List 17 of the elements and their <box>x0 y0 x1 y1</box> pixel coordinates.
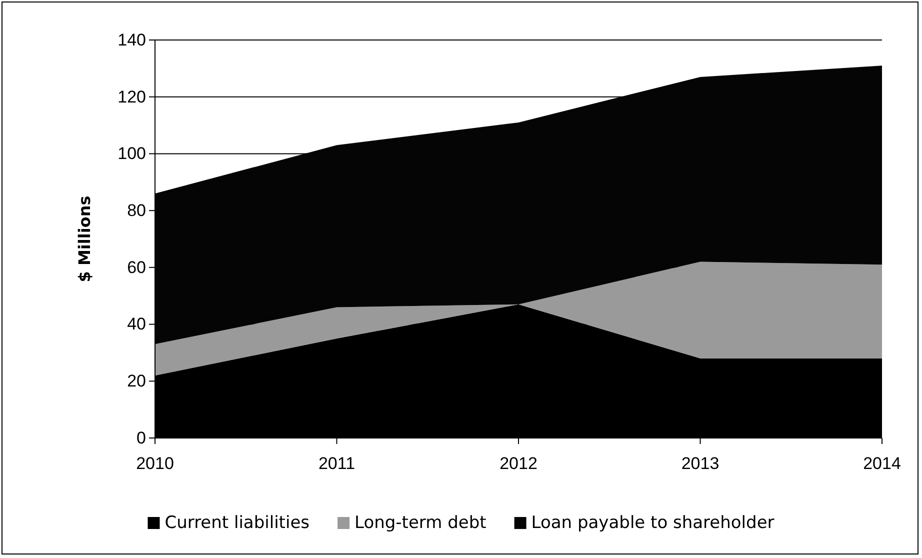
y-tick-label: 100 <box>118 144 146 164</box>
x-tick-label: 2014 <box>863 454 901 474</box>
legend-label: Loan payable to shareholder <box>531 513 774 533</box>
y-tick-label: 0 <box>136 428 146 448</box>
x-tick-label: 2013 <box>681 454 720 474</box>
legend-label: Current liabilities <box>164 513 310 533</box>
y-tick-label: 80 <box>127 201 146 220</box>
y-tick-label: 60 <box>127 258 146 277</box>
x-tick-label: 2011 <box>318 454 356 474</box>
y-axis-title: $ Millions <box>75 196 94 282</box>
y-tick-label: 20 <box>127 372 146 391</box>
legend-label: Long-term debt <box>354 513 487 533</box>
y-tick-label: 40 <box>127 314 146 334</box>
x-tick-label: 2012 <box>500 454 538 474</box>
y-tick-label: 140 <box>118 30 146 50</box>
y-tick-label: 120 <box>118 87 146 106</box>
x-tick-label: 2010 <box>136 454 174 474</box>
